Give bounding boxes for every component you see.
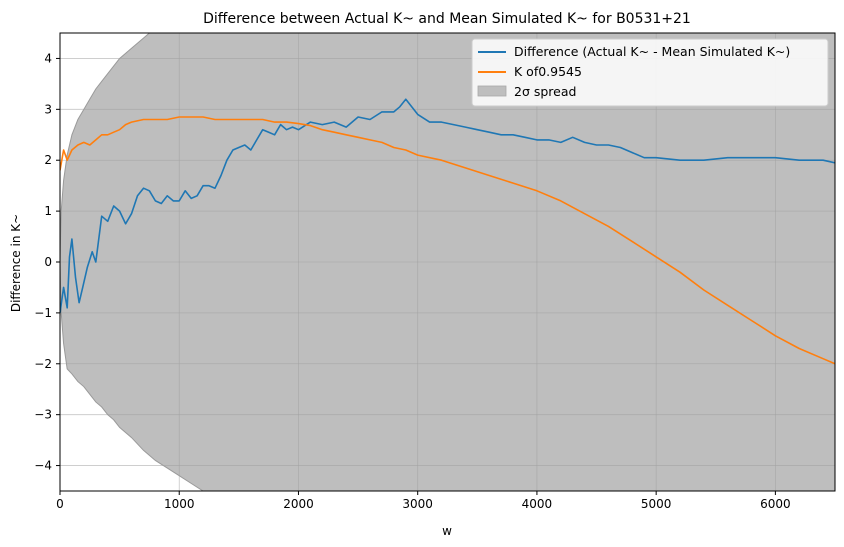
spread-band-edge-upper bbox=[60, 33, 151, 263]
x-axis-label: w bbox=[442, 524, 452, 538]
y-tick-label: 3 bbox=[44, 102, 52, 116]
y-tick-label: −4 bbox=[34, 459, 52, 473]
y-tick-label: −3 bbox=[34, 408, 52, 422]
legend-label-k: K of0.9545 bbox=[514, 64, 582, 79]
spread-band-mask-top bbox=[60, 33, 150, 262]
axes: 0 1000 2000 3000 4000 5000 6000 −4 −3 −2 −1 0 1 2 3 4 bbox=[34, 32, 836, 511]
series-line-difference bbox=[60, 98, 835, 314]
series-line-k bbox=[60, 116, 835, 365]
y-tick-label: 0 bbox=[44, 255, 52, 269]
y-tick-label: −2 bbox=[34, 357, 52, 371]
y-tick-label: 1 bbox=[44, 204, 52, 218]
legend-box bbox=[471, 38, 829, 107]
x-tick-label: 5000 bbox=[641, 497, 672, 511]
legend: Difference (Actual K~ - Mean Simulated K… bbox=[471, 38, 829, 107]
x-tick-label: 0 bbox=[56, 497, 64, 511]
x-tick-label: 2000 bbox=[283, 497, 314, 511]
legend-swatch-spread bbox=[477, 85, 507, 97]
y-tick-label: −1 bbox=[34, 306, 52, 320]
legend-label-spread: 2σ spread bbox=[514, 84, 576, 99]
chart-title: Difference between Actual K~ and Mean Si… bbox=[203, 11, 691, 27]
x-tick-label: 1000 bbox=[164, 497, 195, 511]
plot-area bbox=[60, 33, 835, 491]
y-axis-label: Difference in K~ bbox=[9, 214, 23, 312]
plot-inner bbox=[60, 33, 835, 491]
y-tick-label: 4 bbox=[44, 51, 52, 65]
x-tick-label: 4000 bbox=[522, 497, 553, 511]
x-tick-label: 6000 bbox=[760, 497, 791, 511]
spread-band-mask-bottom bbox=[60, 262, 204, 491]
x-tick-label: 3000 bbox=[402, 497, 433, 511]
y-tick-label: 2 bbox=[44, 153, 52, 167]
legend-label-difference: Difference (Actual K~ - Mean Simulated K… bbox=[514, 44, 790, 59]
